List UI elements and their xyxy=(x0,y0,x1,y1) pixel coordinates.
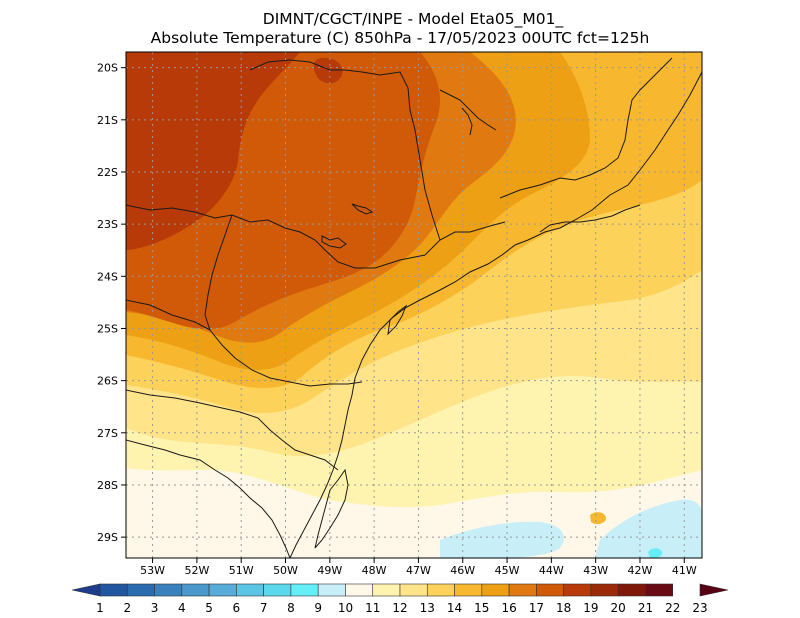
colorbar-swatch xyxy=(481,583,510,597)
band-10-11-east xyxy=(595,499,702,558)
colorbar-swatch xyxy=(426,583,455,597)
river-border-west xyxy=(204,214,233,331)
colorbar-label: 23 xyxy=(692,601,707,615)
colorbar-swatch xyxy=(345,583,374,597)
lat-label: 27S xyxy=(97,427,118,440)
colorbar-swatch xyxy=(399,583,428,597)
lon-label: 44W xyxy=(539,564,564,577)
lakes-north xyxy=(439,89,497,136)
colorbar-swatch xyxy=(181,583,210,597)
lon-label: 48W xyxy=(362,564,387,577)
lat-label: 26S xyxy=(97,375,118,388)
lat-label: 24S xyxy=(97,270,118,283)
lon-label: 46W xyxy=(450,564,475,577)
title-line-2: Absolute Temperature (C) 850hPa - 17/05/… xyxy=(151,29,650,47)
colorbar-swatch xyxy=(508,583,537,597)
colorbar-label: 9 xyxy=(314,601,322,615)
band-19-20-small xyxy=(313,57,343,84)
gridlines xyxy=(126,52,702,558)
state-border-north xyxy=(126,204,506,269)
colorbar-swatch xyxy=(208,583,237,597)
band-15-16-patch xyxy=(590,512,606,525)
colorbar-label: 2 xyxy=(123,601,131,615)
colorbar-label: 19 xyxy=(583,601,598,615)
colorbar-label: 5 xyxy=(205,601,213,615)
colorbar-swatch xyxy=(290,583,319,597)
country-border-south xyxy=(126,439,291,558)
colorbar-swatch xyxy=(645,583,674,597)
atlantic-coastline xyxy=(289,71,702,558)
band-10-11 xyxy=(440,521,564,558)
colorbar-swatch xyxy=(536,583,564,597)
boundaries xyxy=(126,57,702,558)
lon-label: 52W xyxy=(184,564,209,577)
colorbar-label: 1 xyxy=(96,601,104,615)
lon-label: 47W xyxy=(406,564,431,577)
colorbar-label: 4 xyxy=(178,601,186,615)
state-border-pr-sc xyxy=(126,299,363,387)
colorbar-label: 21 xyxy=(638,601,653,615)
state-border-mg-sp xyxy=(249,59,441,241)
latitude-labels: 20S 21S 22S 23S 24S 25S 26S 27S 28S 29S xyxy=(97,62,126,544)
colorbar-label: 11 xyxy=(365,601,380,615)
title-line-1: DIMNT/CGCT/INPE - Model Eta05_M01_ xyxy=(263,10,564,29)
lat-label: 20S xyxy=(97,62,118,75)
band-19-20 xyxy=(126,52,300,250)
colorbar-label: 3 xyxy=(151,601,159,615)
colorbar-swatch xyxy=(699,583,729,597)
lon-label: 51W xyxy=(229,564,254,577)
colorbar-swatch xyxy=(154,583,183,597)
longitude-labels: 53W 52W 51W 50W 49W 48W 47W 46W 45W 44W 43W 42W 41W xyxy=(140,558,697,577)
lon-label: 42W xyxy=(628,564,653,577)
colorbar-label: 16 xyxy=(501,601,516,615)
plot-frame xyxy=(125,51,703,559)
lagoon-outline xyxy=(314,468,349,549)
state-border-rj xyxy=(539,204,641,233)
lon-label: 50W xyxy=(273,564,298,577)
colorbar-label: 14 xyxy=(447,601,462,615)
lon-label: 43W xyxy=(583,564,608,577)
colorbar-swatch xyxy=(99,583,128,597)
colorbar-label: 20 xyxy=(611,601,626,615)
colorbar-label: 6 xyxy=(233,601,241,615)
colorbar-swatch xyxy=(236,583,264,597)
colorbar-swatch xyxy=(263,583,292,597)
colorbar-label: 15 xyxy=(474,601,489,615)
colorbar-swatch xyxy=(617,583,646,597)
colorbar-swatch xyxy=(126,583,155,597)
colorbar-label: 7 xyxy=(260,601,268,615)
state-border-sc-rs xyxy=(126,389,339,471)
band-9-10 xyxy=(648,548,663,558)
colorbar-swatch xyxy=(372,583,401,597)
lat-label: 22S xyxy=(97,166,118,179)
lat-label: 29S xyxy=(97,531,118,544)
reservoir-1 xyxy=(321,235,347,249)
lon-label: 53W xyxy=(140,564,165,577)
lon-label: 41W xyxy=(672,564,697,577)
lat-label: 21S xyxy=(97,114,118,127)
lon-label: 45W xyxy=(495,564,520,577)
reservoir-2 xyxy=(351,203,374,215)
colorbar-swatch xyxy=(71,583,101,597)
state-border-mg-es xyxy=(499,57,673,199)
colorbar-label: 8 xyxy=(287,601,295,615)
colorbar-label: 10 xyxy=(338,601,353,615)
lat-label: 28S xyxy=(97,479,118,492)
colorbar-label: 22 xyxy=(665,601,680,615)
lat-label: 25S xyxy=(97,322,118,335)
colorbar-label: 17 xyxy=(529,601,544,615)
colorbar-swatch xyxy=(563,583,592,597)
colorbar xyxy=(71,583,729,597)
colorbar-label: 18 xyxy=(556,601,571,615)
colorbar-label: 13 xyxy=(420,601,435,615)
colorbar-swatch xyxy=(590,583,619,597)
colorbar-labels: 1 2 3 4 5 6 7 8 9 10 11 12 13 14 15 16 17 18 19 20 21 22 23 xyxy=(96,601,707,615)
bay-outline xyxy=(387,304,408,336)
colorbar-swatch xyxy=(317,583,346,597)
colorbar-swatch xyxy=(454,583,483,597)
lon-label: 49W xyxy=(317,564,342,577)
colorbar-label: 12 xyxy=(392,601,407,615)
lat-label: 23S xyxy=(97,218,118,231)
